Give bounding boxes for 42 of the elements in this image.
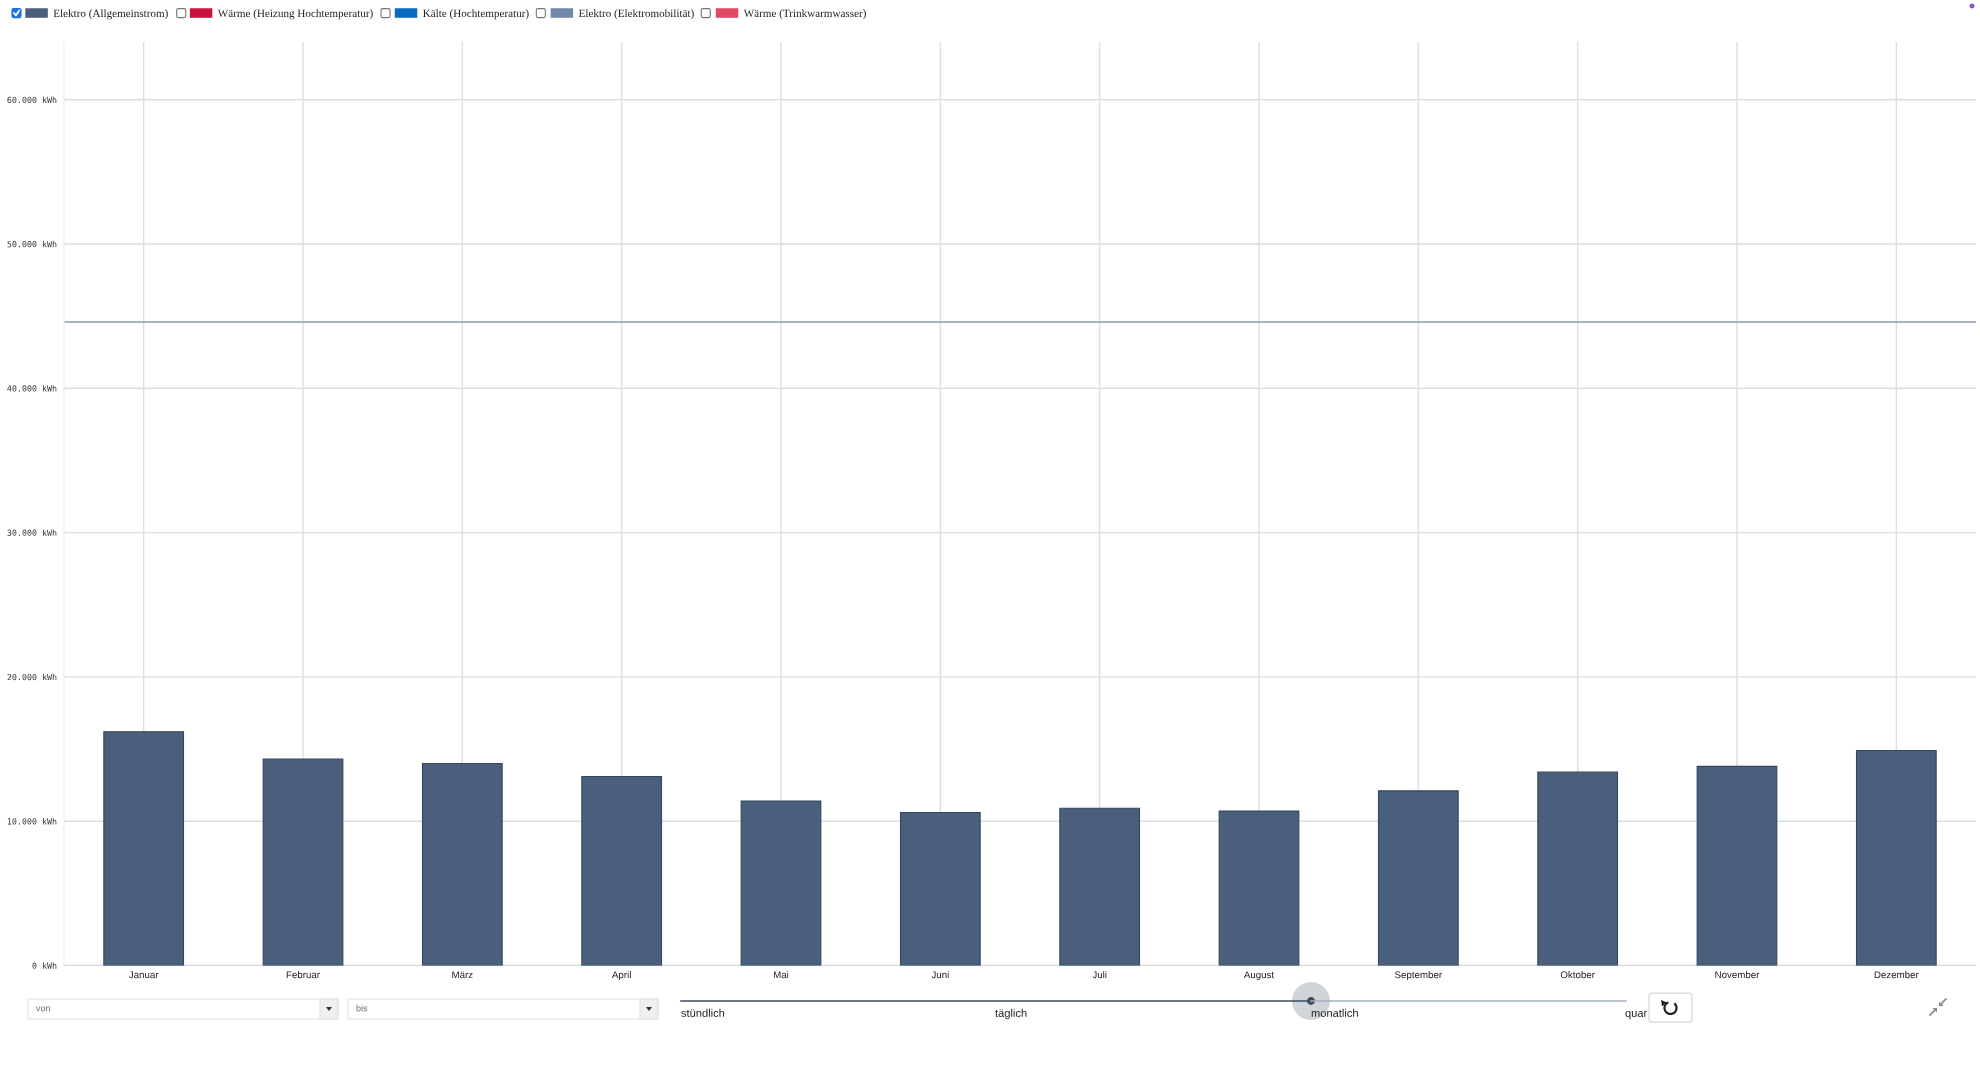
x-tick-label: Januar (128, 971, 159, 979)
x-tick-label: September (1395, 971, 1442, 981)
y-tick-label: 60.000 kWh (7, 96, 57, 104)
x-tick-label: April (611, 971, 631, 981)
legend-label: Kälte (Hochtemperatur) (423, 9, 529, 20)
text: quar (1625, 1010, 1648, 1020)
x-tick-label: Juli (1092, 971, 1107, 979)
text: monatlich (1311, 1008, 1358, 1017)
bar (1855, 749, 1937, 966)
x-tick-label: Mai (773, 971, 789, 979)
y-tick-label: 30.000 kWh (7, 529, 57, 536)
bar (421, 762, 503, 966)
legend-label: Elektro (Elektromobilität) (578, 9, 694, 20)
y-tick-label: 10.000 kWh (7, 818, 57, 825)
y-tick-label: 40.000 kWh (7, 385, 57, 392)
y-tick-label: 20.000 kWh (7, 673, 57, 681)
text: von (36, 1006, 50, 1012)
x-tick-label: August (1243, 971, 1275, 981)
bar (740, 800, 822, 966)
bar (1059, 807, 1141, 966)
x-tick-label: März (452, 971, 473, 979)
bar (103, 731, 185, 966)
bar (899, 811, 981, 966)
bar (1218, 810, 1300, 966)
x-tick-label: Dezember (1874, 971, 1919, 979)
bar (581, 775, 663, 966)
bar (1377, 790, 1459, 966)
text: bis (356, 1004, 368, 1012)
bar (1537, 771, 1619, 966)
x-tick-label: November (1715, 971, 1760, 979)
text: stündlich (681, 1008, 725, 1017)
y-tick-label: 50.000 kWh (7, 240, 57, 248)
legend-label: Wärme (Trinkwarmwasser) (743, 9, 866, 20)
text: täglich (995, 1008, 1027, 1020)
bar (1696, 765, 1778, 966)
bar (262, 758, 344, 966)
x-tick-label: Oktober (1560, 971, 1595, 979)
legend-label: Elektro (Allgemeinstrom) (53, 9, 168, 20)
x-tick-label: Juni (931, 971, 949, 979)
y-tick-label: 0 kWh (32, 962, 57, 969)
legend-label: Wärme (Heizung Hochtemperatur) (217, 9, 373, 20)
x-tick-label: Februar (286, 971, 320, 979)
